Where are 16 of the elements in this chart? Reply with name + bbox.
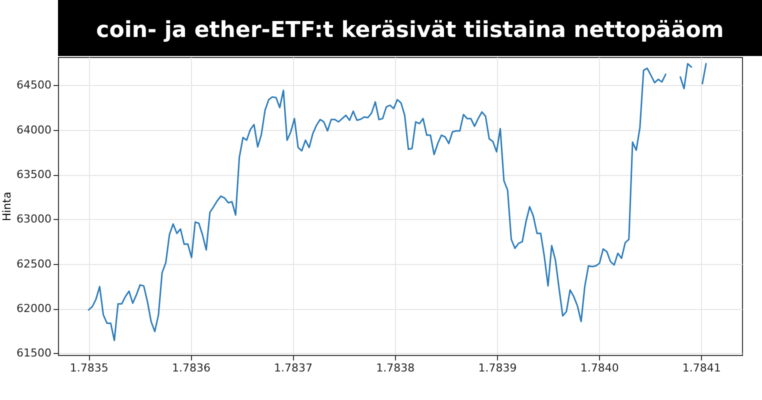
x-tick-label: 1.7836 bbox=[172, 362, 210, 374]
x-tick-label: 1.7838 bbox=[376, 362, 415, 374]
x-tick-label: 1.7839 bbox=[478, 362, 517, 374]
x-tick-label: 1.7835 bbox=[70, 362, 108, 374]
y-tick-label: 62000 bbox=[16, 302, 52, 316]
y-tick-label: 63000 bbox=[16, 212, 52, 226]
y-tick-label: 64000 bbox=[16, 123, 52, 136]
x-tick-label: 1.7840 bbox=[580, 362, 619, 374]
y-axis-title: Hinta bbox=[0, 192, 14, 222]
y-tick-label: 61500 bbox=[16, 346, 52, 360]
chart-title: coin- ja ether-ETF:t keräsivät tiistaina nettopääom bbox=[96, 18, 724, 43]
x-tick-label: 1.7837 bbox=[274, 362, 313, 374]
y-tick-label: 62500 bbox=[16, 257, 52, 270]
y-tick-label: 64500 bbox=[16, 78, 52, 92]
x-tick-label: 1.7841 bbox=[682, 362, 721, 374]
y-tick-label: 63500 bbox=[16, 168, 52, 181]
